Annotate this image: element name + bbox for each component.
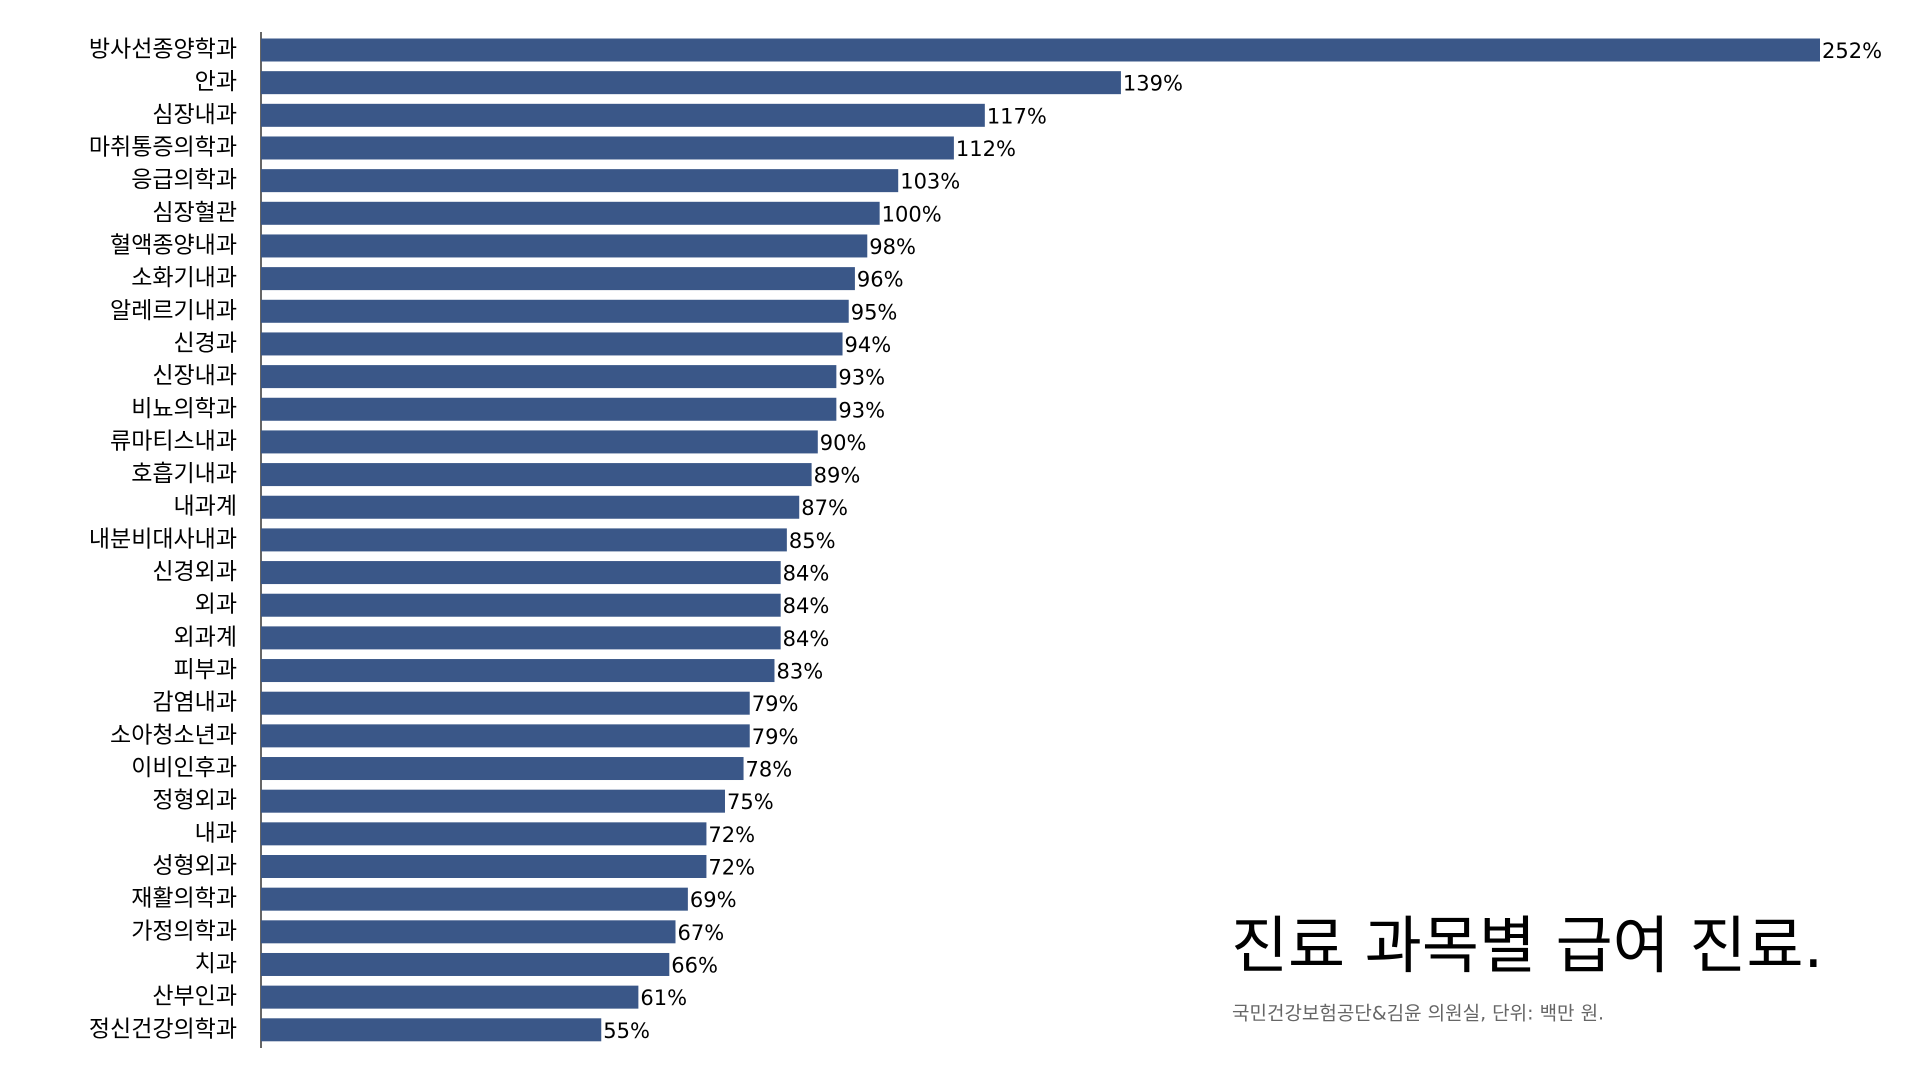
bar xyxy=(261,855,707,878)
bar xyxy=(261,365,837,389)
value-label: 84% xyxy=(783,594,830,618)
category-label: 안과 xyxy=(195,69,237,95)
category-label: 신장내과 xyxy=(152,363,237,389)
category-label: 심장내과 xyxy=(152,102,237,128)
value-label: 75% xyxy=(727,790,774,814)
category-label: 이비인후과 xyxy=(131,755,237,781)
value-label: 98% xyxy=(869,235,916,259)
bar xyxy=(261,332,843,356)
value-label: 83% xyxy=(776,660,823,684)
value-label: 252% xyxy=(1822,39,1882,63)
category-label: 내분비대사내과 xyxy=(89,526,237,552)
value-label: 93% xyxy=(838,366,885,390)
bar xyxy=(261,38,1820,62)
bar xyxy=(261,593,781,617)
category-label: 산부인과 xyxy=(152,984,237,1010)
category-label: 내과 xyxy=(195,820,237,846)
category-label: 성형외과 xyxy=(152,853,237,879)
value-label: 96% xyxy=(857,268,904,292)
value-label: 139% xyxy=(1123,72,1183,96)
bar xyxy=(261,267,855,291)
bar xyxy=(261,1018,602,1042)
bar xyxy=(261,985,639,1009)
category-label: 심장혈관 xyxy=(152,200,237,226)
value-label: 69% xyxy=(690,888,737,912)
category-label: 가정의학과 xyxy=(131,918,237,944)
category-label: 비뇨의학과 xyxy=(131,396,237,422)
category-label: 알레르기내과 xyxy=(110,298,237,324)
bar xyxy=(261,430,818,454)
value-label: 78% xyxy=(746,758,793,782)
category-label: 외과 xyxy=(195,592,237,618)
bar xyxy=(261,234,868,258)
value-label: 85% xyxy=(789,529,836,553)
bar xyxy=(261,626,781,650)
category-label: 류마티스내과 xyxy=(110,428,237,454)
category-label: 신경외과 xyxy=(152,559,237,585)
bar xyxy=(261,659,775,683)
chart-title: 진료 과목별 급여 진료. xyxy=(1231,909,1823,982)
bar xyxy=(261,691,750,715)
value-label: 93% xyxy=(838,398,885,422)
category-label: 정신건강의학과 xyxy=(89,1016,237,1042)
category-label: 감염내과 xyxy=(152,690,237,716)
category-label: 피부과 xyxy=(174,657,237,683)
chart-subtitle: 국민건강보험공단&김윤 의원실, 단위: 백만 원. xyxy=(1232,1003,1604,1025)
category-label: 소화기내과 xyxy=(131,265,237,291)
value-label: 55% xyxy=(603,1019,650,1043)
category-label: 재활의학과 xyxy=(131,886,237,912)
value-label: 103% xyxy=(900,170,960,194)
value-label: 117% xyxy=(987,104,1047,128)
bar xyxy=(261,397,837,421)
value-label: 72% xyxy=(708,856,755,880)
bar xyxy=(261,71,1121,95)
category-label: 호흡기내과 xyxy=(131,461,237,487)
bar xyxy=(261,561,781,585)
value-label: 87% xyxy=(801,496,848,520)
value-label: 112% xyxy=(956,137,1016,161)
value-label: 72% xyxy=(708,823,755,847)
bar xyxy=(261,103,985,127)
bar xyxy=(261,201,880,225)
category-label: 마취통증의학과 xyxy=(89,134,237,160)
category-label: 방사선종양학과 xyxy=(89,37,237,63)
category-label: 내과계 xyxy=(174,494,237,520)
bar xyxy=(261,789,725,813)
category-label: 정형외과 xyxy=(152,788,237,814)
value-label: 66% xyxy=(671,953,718,977)
value-label: 94% xyxy=(845,333,892,357)
bar xyxy=(261,528,787,552)
category-label: 치과 xyxy=(195,951,237,977)
bar xyxy=(261,299,849,323)
category-label: 신경과 xyxy=(174,330,237,356)
value-label: 84% xyxy=(783,627,830,651)
bar xyxy=(261,887,688,911)
value-label: 67% xyxy=(677,921,724,945)
bar xyxy=(261,757,744,781)
bar xyxy=(261,920,676,944)
bar xyxy=(261,724,750,748)
value-label: 61% xyxy=(640,986,687,1010)
value-label: 89% xyxy=(814,464,861,488)
category-label: 혈액종양내과 xyxy=(110,232,237,258)
category-label: 응급의학과 xyxy=(131,167,237,193)
category-label: 소아청소년과 xyxy=(110,722,237,748)
value-label: 79% xyxy=(752,692,799,716)
bar xyxy=(261,169,899,193)
bar xyxy=(261,952,670,976)
bar xyxy=(261,136,954,160)
value-label: 84% xyxy=(783,562,830,586)
value-label: 90% xyxy=(820,431,867,455)
category-label: 외과계 xyxy=(174,624,237,650)
bar xyxy=(261,822,707,846)
value-label: 100% xyxy=(882,202,942,226)
bar xyxy=(261,495,800,519)
value-label: 79% xyxy=(752,725,799,749)
value-label: 95% xyxy=(851,300,898,324)
bar xyxy=(261,463,812,487)
